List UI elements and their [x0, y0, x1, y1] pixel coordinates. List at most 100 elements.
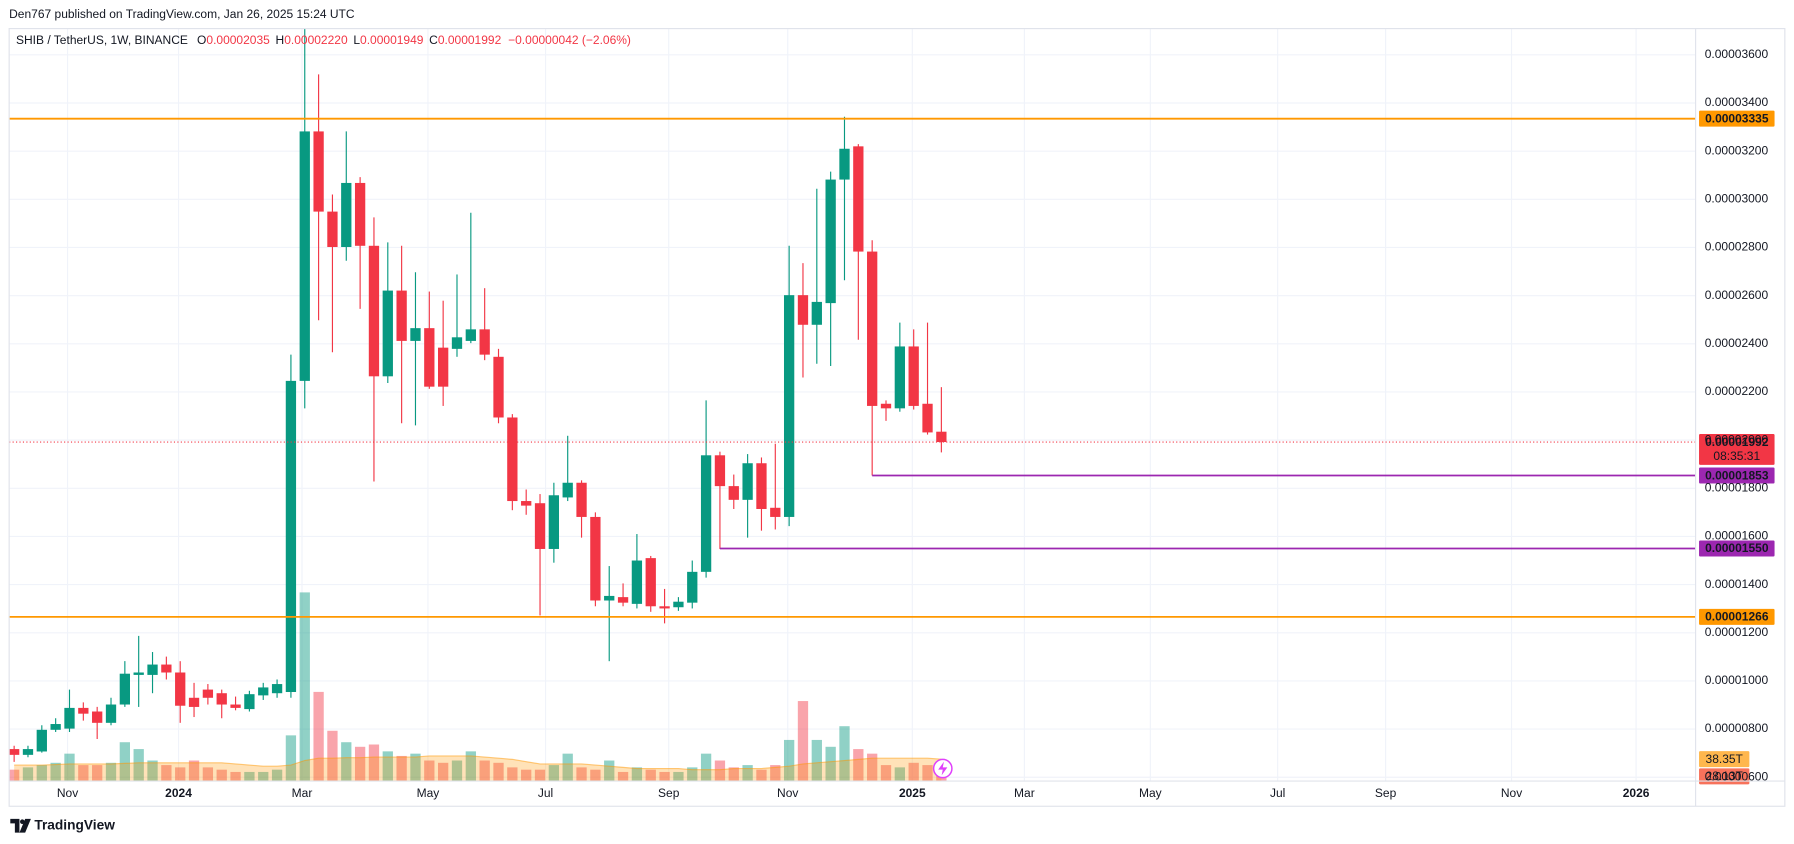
- candle-body: [617, 597, 629, 603]
- volume-bar: [396, 755, 407, 782]
- candle-body: [604, 595, 615, 601]
- volume-bar: [604, 760, 615, 782]
- volume-tag-label: 28.13T: [1706, 769, 1744, 783]
- logo-dot: [20, 819, 25, 824]
- volume-bar: [64, 753, 75, 782]
- candle-body: [451, 337, 463, 349]
- y-tick-label: 0.00002600: [1705, 288, 1769, 302]
- candle-body: [894, 346, 905, 409]
- volume-bar: [133, 749, 144, 782]
- level-tag-label: 0.00001853: [1705, 468, 1769, 482]
- candle-body: [700, 455, 712, 572]
- candle-body: [327, 211, 338, 247]
- volume-bar: [465, 751, 476, 782]
- candle-body: [756, 463, 767, 509]
- alert-bolt[interactable]: [938, 761, 948, 776]
- candle-body: [438, 347, 449, 387]
- candle-body: [770, 507, 781, 517]
- volume-bar: [631, 767, 643, 782]
- candle-body: [313, 131, 324, 212]
- candle-body: [659, 606, 670, 609]
- x-tick-label: Nov: [777, 786, 798, 800]
- volume-ma-line: [14, 755, 942, 771]
- volume-bar: [659, 771, 670, 782]
- y-tick-label: 0.00001800: [1705, 480, 1769, 494]
- candle-body: [202, 689, 214, 698]
- level-tag: [1699, 110, 1775, 127]
- alert-icon[interactable]: [932, 758, 953, 779]
- x-tick-label: Mar: [1014, 786, 1035, 800]
- volume-bar: [271, 769, 283, 782]
- candle-body: [534, 503, 546, 549]
- volume-ma-tag: [1699, 751, 1750, 768]
- volume-bar: [562, 753, 573, 782]
- candle-body: [354, 182, 366, 246]
- level-tag-label: 0.00003335: [1705, 111, 1769, 125]
- candle-body: [493, 356, 504, 418]
- y-tick-label: 0.00003600: [1705, 47, 1769, 61]
- candle-body: [78, 707, 89, 714]
- volume-bar: [714, 760, 726, 782]
- candle-body: [562, 482, 573, 498]
- volume-bar: [258, 771, 269, 782]
- candle-body: [341, 182, 352, 247]
- volume-bar: [756, 769, 767, 782]
- volume-pane: [9, 592, 947, 782]
- candle-body: [783, 295, 795, 517]
- volume-bar: [645, 769, 656, 782]
- legend-symbol: SHIB / TetherUS, 1W, BINANCE: [16, 33, 188, 47]
- candle-body: [479, 329, 490, 355]
- frame: [8, 28, 1786, 807]
- candle-body: [299, 131, 310, 381]
- y-tick-label: 0.00000800: [1705, 721, 1769, 735]
- volume-bar: [590, 769, 601, 782]
- volume-bar: [783, 739, 795, 782]
- volume-bar: [327, 730, 338, 782]
- volume-bar: [216, 769, 227, 782]
- logo-v: [19, 818, 31, 833]
- countdown: 08:35:31: [1713, 449, 1760, 463]
- volume-bar: [922, 765, 933, 782]
- candle-body: [368, 245, 380, 377]
- legend-value: 0.00001992: [438, 33, 502, 47]
- footer-brand: TradingView: [34, 817, 115, 832]
- volume-bar: [797, 701, 809, 782]
- volume-bar: [521, 769, 532, 782]
- volume-bar: [161, 765, 172, 782]
- y-tick-label: 0.00002800: [1705, 240, 1769, 254]
- candle-body: [230, 704, 241, 708]
- volume-bar: [534, 769, 546, 782]
- last-price-tag: [1699, 434, 1775, 465]
- candle-body: [216, 693, 227, 705]
- candle-body: [839, 148, 850, 180]
- legend: SHIB / TetherUS, 1W, BINANCE O0.00002035 H…: [16, 33, 631, 47]
- volume-bar: [617, 771, 629, 782]
- volume-bar: [36, 765, 47, 782]
- volume-tag: [1699, 768, 1750, 785]
- volume-bar: [424, 760, 435, 782]
- volume-bar: [894, 767, 905, 782]
- candle-body: [811, 301, 822, 325]
- volume-bar: [341, 742, 352, 782]
- candle-body: [22, 749, 34, 755]
- y-tick-label: 0.00001000: [1705, 673, 1769, 687]
- logo-t: [10, 818, 20, 833]
- candle-body: [105, 704, 117, 723]
- candle-body: [645, 558, 656, 607]
- candle-body: [465, 329, 476, 341]
- volume-bar: [9, 769, 20, 782]
- volume-bar: [880, 765, 892, 782]
- volume-bar: [299, 592, 310, 782]
- candle-body: [396, 290, 407, 341]
- candle-body: [507, 417, 518, 502]
- y-tick-label: 0.00003200: [1705, 143, 1769, 157]
- candle-body: [285, 380, 297, 693]
- candle-body: [687, 571, 698, 603]
- candle-body: [922, 403, 933, 433]
- volume-bar: [451, 760, 463, 782]
- candle-body: [521, 501, 532, 506]
- volume-ma-tag-label: 38.35T: [1706, 752, 1744, 766]
- candle-body: [119, 673, 130, 705]
- candle-body: [175, 672, 186, 706]
